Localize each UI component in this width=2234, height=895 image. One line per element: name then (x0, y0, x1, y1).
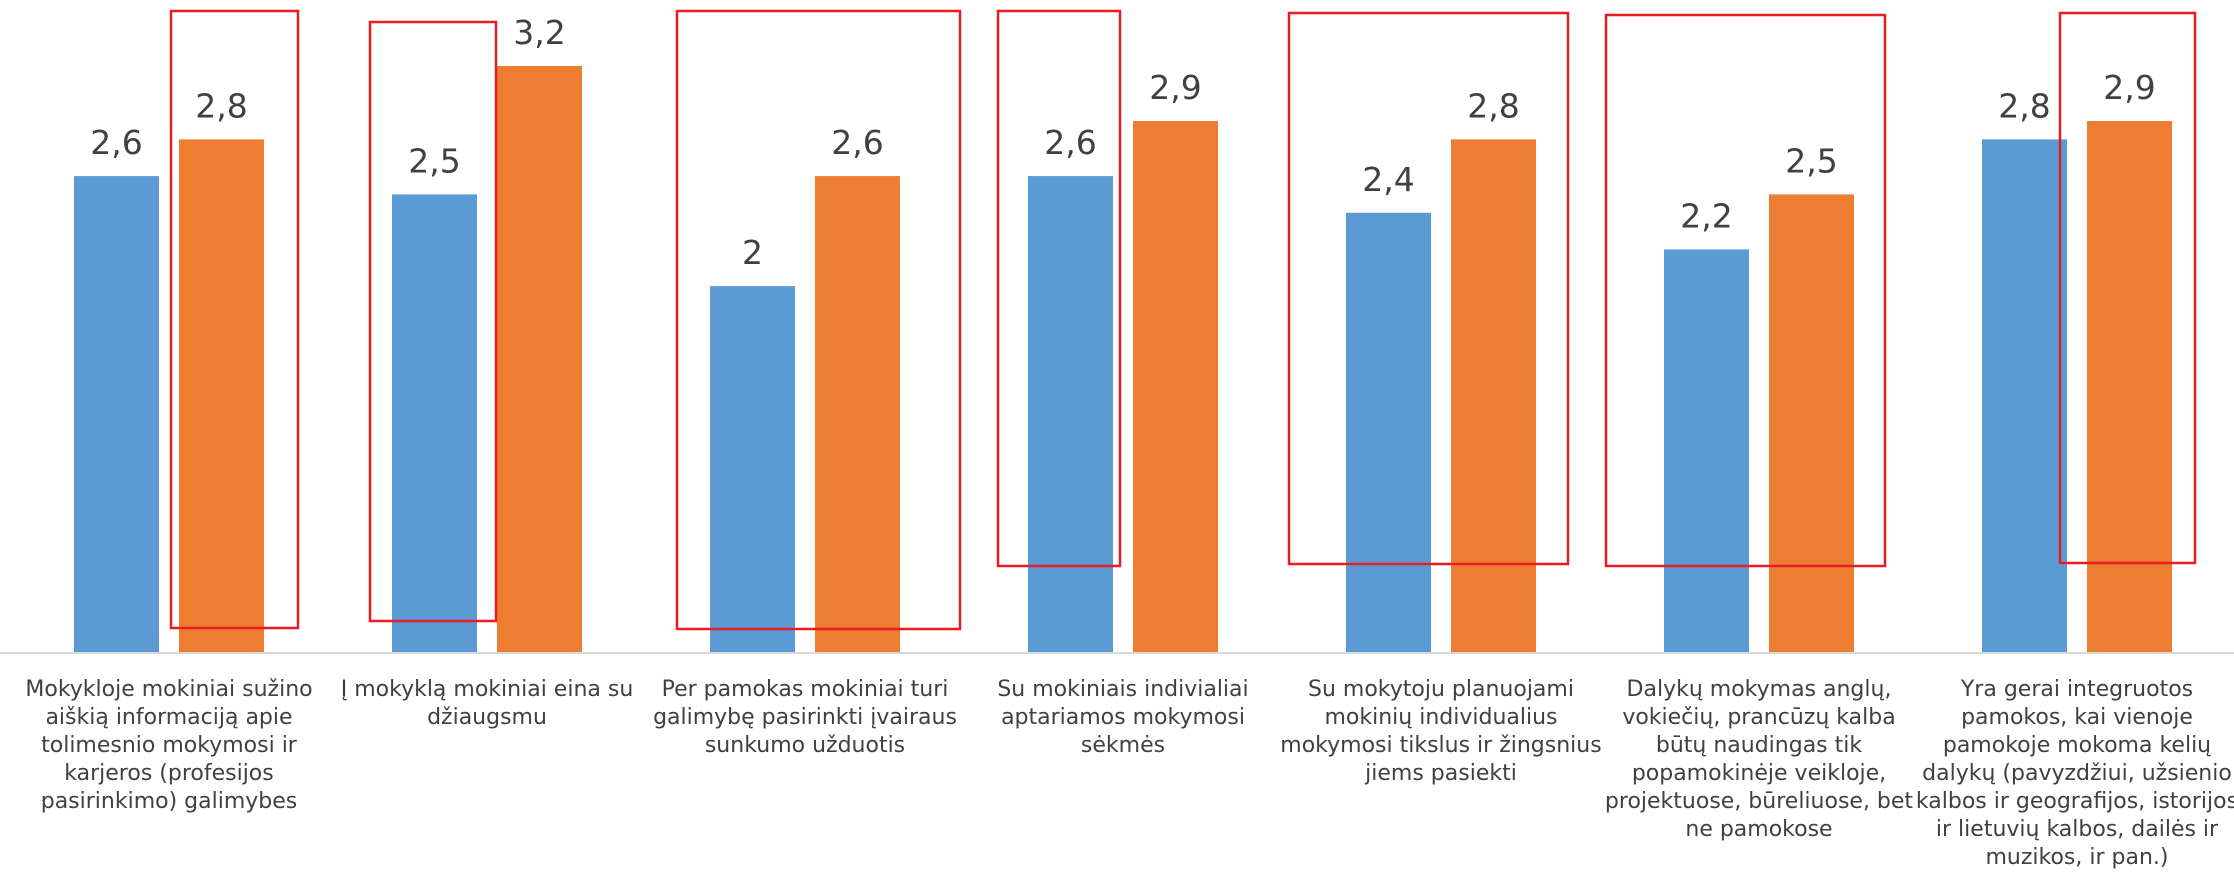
category-label-line: dalykų (pavyzdžiui, užsienio (1922, 761, 2232, 786)
bar-series1-cat5 (1346, 212, 1431, 653)
category-label-line: Mokykloje mokiniai sužino (25, 677, 312, 702)
category-label-line: Yra gerai integruotos (1960, 677, 2193, 702)
bar-series1-cat3 (710, 286, 795, 653)
category-label-1: Mokykloje mokiniai sužino aiškią informac… (25, 677, 312, 814)
data-label-series1-cat7: 2,8 (1998, 86, 2050, 125)
category-label-line: džiaugsmu (427, 705, 547, 730)
data-label-series2-cat1: 2,8 (195, 86, 247, 125)
data-label-series2-cat3: 2,6 (831, 123, 883, 162)
category-label-2: Į mokyklą mokiniai eina su džiaugsmu (341, 677, 634, 730)
data-label-series2-cat6: 2,5 (1785, 141, 1837, 180)
value-labels-layer: 2,6 2,8 2,5 3,2 2 2,6 2,6 2,9 2,4 2,8 2,2 2,5 2,8 2,9 (90, 13, 2155, 272)
bar-series2-cat7 (2087, 121, 2172, 653)
highlight-box-2 (368, 20, 498, 623)
category-label-line: popamokinėje veikloje, (1632, 761, 1886, 786)
category-label-3: Per pamokas mokiniai turi galimybę pasiri… (653, 677, 957, 758)
category-label-line: Per pamokas mokiniai turi (662, 677, 949, 702)
category-label-line: Su mokiniais indivialiai (997, 677, 1248, 702)
data-label-series2-cat4: 2,9 (1149, 68, 1201, 107)
category-label-line: muzikos, ir pan.) (1985, 845, 2168, 870)
bar-series2-cat1 (179, 139, 264, 653)
highlight-box-4 (996, 9, 1122, 568)
data-label-series1-cat3: 2 (742, 233, 763, 272)
category-label-5: Su mokytoju planuojami mokinių individual… (1280, 677, 1601, 786)
category-label-line: mokymosi tikslus ir žingsnius (1280, 733, 1601, 758)
category-label-line: sunkumo užduotis (705, 733, 905, 758)
bar-series1-cat6 (1664, 249, 1749, 653)
category-label-line: tolimesnio mokymosi ir (41, 733, 298, 758)
data-label-series1-cat6: 2,2 (1680, 196, 1732, 235)
data-label-series1-cat4: 2,6 (1044, 123, 1096, 162)
category-label-line: jiems pasiekti (1364, 761, 1517, 786)
data-label-series1-cat2: 2,5 (408, 141, 460, 180)
category-label-line: Su mokytoju planuojami (1308, 677, 1574, 702)
category-label-line: ne pamokose (1685, 817, 1832, 842)
bars-layer (74, 66, 2172, 653)
category-label-line: pamokos, kai vienoje (1961, 705, 2193, 730)
highlight-box-6 (1604, 13, 1887, 568)
category-label-7: Yra gerai integruotos pamokos, kai vienoj… (1916, 677, 2234, 870)
data-label-series2-cat2: 3,2 (513, 13, 565, 52)
highlight-boxes-layer (169, 9, 2197, 631)
data-label-series2-cat5: 2,8 (1467, 86, 1519, 125)
category-label-line: karjeros (profesijos (64, 761, 273, 786)
category-label-6: Dalykų mokymas anglų, vokiečių, prancūzų … (1605, 677, 1914, 842)
bar-series2-cat5 (1451, 139, 1536, 653)
category-labels-layer: Mokykloje mokiniai sužino aiškią informac… (25, 677, 2234, 870)
category-label-line: Į mokyklą mokiniai eina su (341, 677, 634, 702)
data-label-series1-cat5: 2,4 (1362, 160, 1414, 199)
category-label-line: būtų naudingas tik (1656, 733, 1862, 758)
data-label-series1-cat1: 2,6 (90, 123, 142, 162)
category-label-line: Dalykų mokymas anglų, (1627, 677, 1892, 702)
category-label-line: pamokoje mokoma kelių (1943, 733, 2211, 758)
data-label-series2-cat7: 2,9 (2103, 68, 2155, 107)
category-label-line: mokinių individualius (1324, 705, 1557, 730)
bar-series1-cat1 (74, 176, 159, 653)
bar-series1-cat4 (1028, 176, 1113, 653)
bar-series1-cat7 (1982, 139, 2067, 653)
highlight-box-7 (2058, 11, 2197, 565)
category-label-line: ir lietuvių kalbos, dailės ir (1936, 817, 2219, 842)
category-label-line: sėkmės (1081, 733, 1165, 758)
category-label-4: Su mokiniais indivialiai aptariamos mokym… (997, 677, 1248, 758)
category-label-line: kalbos ir geografijos, istorijos (1916, 789, 2234, 814)
bar-series2-cat6 (1769, 194, 1854, 653)
bar-series2-cat4 (1133, 121, 1218, 653)
category-label-line: vokiečių, prancūzų kalba (1622, 705, 1895, 730)
highlight-box-3 (675, 9, 962, 631)
bar-series2-cat2 (497, 66, 582, 653)
category-label-line: galimybę pasirinkti įvairaus (653, 705, 957, 730)
bar-series2-cat3 (815, 176, 900, 653)
highlight-box-5 (1287, 11, 1570, 566)
category-label-line: aptariamos mokymosi (1001, 705, 1245, 730)
bar-series1-cat2 (392, 194, 477, 653)
highlight-box-1 (169, 9, 300, 630)
category-label-line: pasirinkimo) galimybes (41, 789, 298, 814)
category-label-line: aiškią informaciją apie (45, 705, 292, 730)
category-label-line: projektuose, būreliuose, bet (1605, 789, 1914, 814)
